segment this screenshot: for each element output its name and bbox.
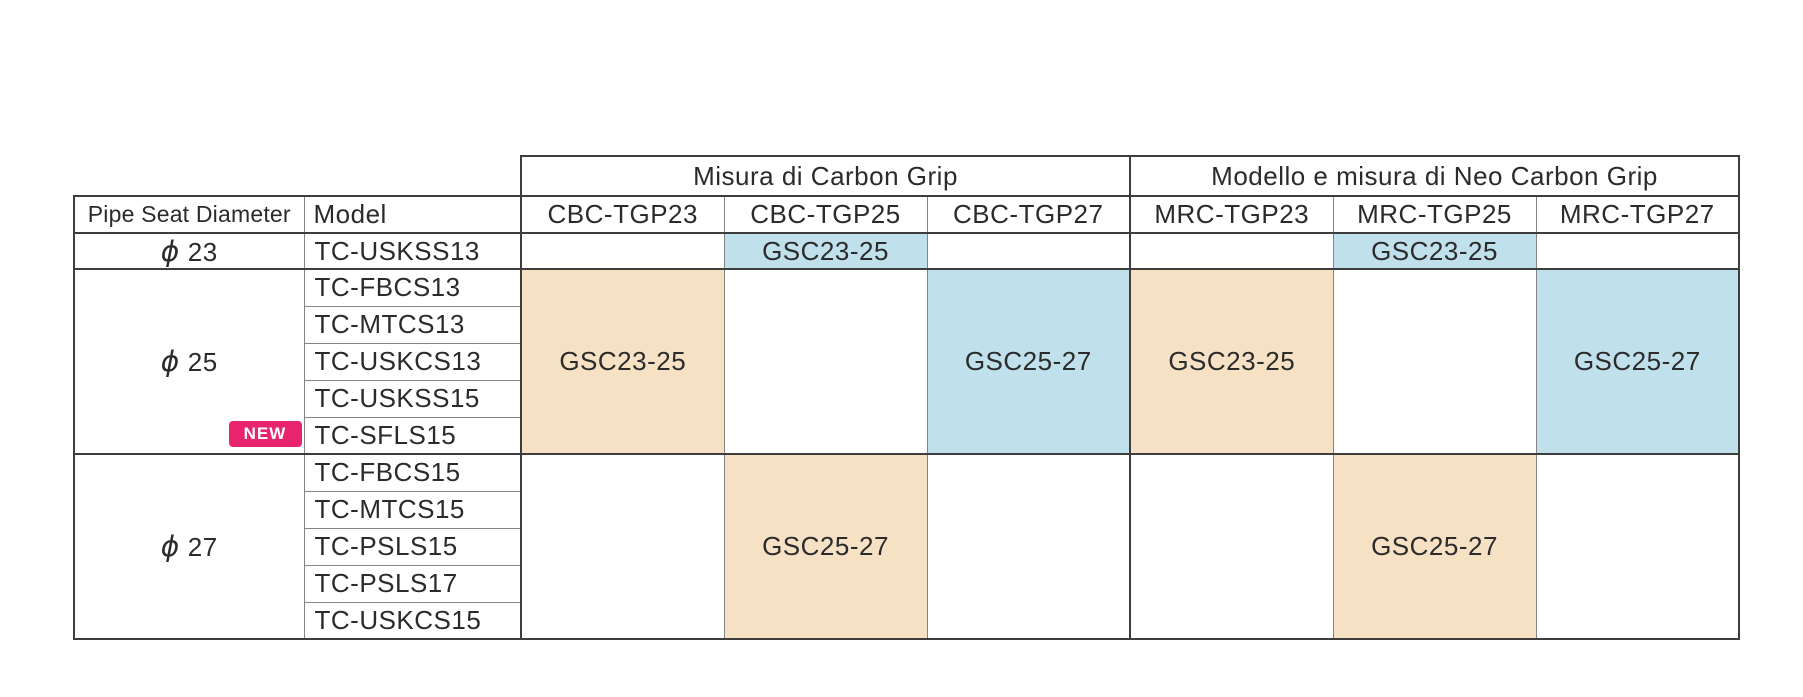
grip-cell-mrc-tgp23-phi23	[1129, 232, 1334, 270]
col-header-mrc-tgp25: MRC-TGP25	[1332, 195, 1537, 234]
table-row: ϕ 27 TC-FBCS15 GSC25-27 GSC25-27	[73, 453, 1741, 640]
grip-cell-cbc-tgp23-phi27	[520, 453, 725, 640]
grip-cell-mrc-tgp27-phi27	[1535, 453, 1741, 640]
grip-cell-cbc-tgp23-phi25: GSC23-25	[520, 268, 725, 455]
group-header-neo-carbon-grip: Modello e misura di Neo Carbon Grip	[1128, 155, 1741, 197]
col-header-model: Model	[303, 195, 522, 234]
table-row: TC-USKSS15	[74, 379, 1739, 418]
grip-cell-mrc-tgp27-phi25: GSC25-27	[1535, 268, 1741, 455]
col-header-mrc-tgp23: MRC-TGP23	[1129, 195, 1334, 234]
model-cell: TC-USKCS15	[303, 601, 522, 640]
grip-cell-mrc-tgp25-phi25	[1332, 268, 1537, 455]
diameter-value: 23	[187, 236, 218, 267]
grip-cell-mrc-tgp27-phi23	[1535, 232, 1741, 270]
diameter-cell-phi25: ϕ 25 NEW	[73, 268, 305, 455]
model-cell: TC-FBCS13	[303, 268, 522, 307]
table-row: TC-SFLS15	[74, 416, 1739, 455]
diameter-value: 27	[187, 532, 218, 562]
grip-cell-cbc-tgp25-phi27: GSC25-27	[723, 453, 928, 640]
phi-symbol: ϕ	[160, 234, 180, 268]
grip-cell-mrc-tgp23-phi25: GSC23-25	[1129, 268, 1334, 455]
diameter-value: 25	[187, 347, 218, 377]
column-header-row: Pipe Seat Diameter Model CBC-TGP23 CBC-T…	[73, 195, 1741, 234]
col-header-cbc-tgp27: CBC-TGP27	[926, 195, 1131, 234]
table-row: TC-USKCS15	[74, 601, 1739, 640]
model-cell: TC-MTCS15	[303, 490, 522, 529]
table-row: TC-MTCS13	[74, 305, 1739, 344]
new-badge: NEW	[228, 421, 302, 447]
model-cell: TC-FBCS15	[303, 453, 522, 492]
col-header-cbc-tgp23: CBC-TGP23	[520, 195, 725, 234]
phi-symbol: ϕ	[160, 345, 180, 378]
group-header-row: Misura di Carbon Grip Modello e misura d…	[74, 155, 1741, 197]
grip-cell-cbc-tgp27-phi23	[926, 232, 1131, 270]
grip-cell-cbc-tgp27-phi25: GSC25-27	[926, 268, 1131, 455]
grip-compatibility-table: Misura di Carbon Grip Modello e misura d…	[73, 155, 1741, 640]
col-header-pipe-seat-diameter: Pipe Seat Diameter	[73, 195, 305, 234]
model-cell: TC-USKCS13	[303, 342, 522, 381]
phi-symbol: ϕ	[160, 530, 180, 563]
model-cell: TC-PSLS15	[303, 527, 522, 566]
grip-cell-cbc-tgp23-phi23	[520, 232, 725, 270]
col-header-cbc-tgp25: CBC-TGP25	[723, 195, 928, 234]
grip-cell-mrc-tgp25-phi23: GSC23-25	[1332, 232, 1537, 270]
grip-cell-cbc-tgp25-phi25	[723, 268, 928, 455]
grip-cell-cbc-tgp25-phi23: GSC23-25	[723, 232, 928, 270]
table-row: TC-USKCS13	[74, 342, 1739, 381]
table-row: ϕ 25 NEW TC-FBCS13 GSC23-25 GSC25-27 GSC2…	[73, 268, 1741, 455]
table-row: ϕ 23 TC-USKSS13 GSC23-25 GSC23-25	[73, 232, 1741, 270]
top-left-spacer	[74, 156, 521, 196]
model-cell: TC-USKSS13	[303, 232, 522, 270]
model-cell: TC-MTCS13	[303, 305, 522, 344]
group-header-carbon-grip: Misura di Carbon Grip	[520, 155, 1131, 197]
grip-cell-mrc-tgp25-phi27: GSC25-27	[1332, 453, 1537, 640]
grip-cell-cbc-tgp27-phi27	[926, 453, 1131, 640]
model-cell: TC-USKSS15	[303, 379, 522, 418]
model-cell: TC-PSLS17	[303, 564, 522, 603]
grip-cell-mrc-tgp23-phi27	[1129, 453, 1334, 640]
col-header-mrc-tgp27: MRC-TGP27	[1535, 195, 1741, 234]
diameter-cell-phi23: ϕ 23	[73, 232, 305, 270]
model-cell: TC-SFLS15	[303, 416, 522, 455]
diameter-cell-phi27: ϕ 27	[73, 453, 305, 640]
table-row: TC-PSLS15	[74, 527, 1739, 566]
